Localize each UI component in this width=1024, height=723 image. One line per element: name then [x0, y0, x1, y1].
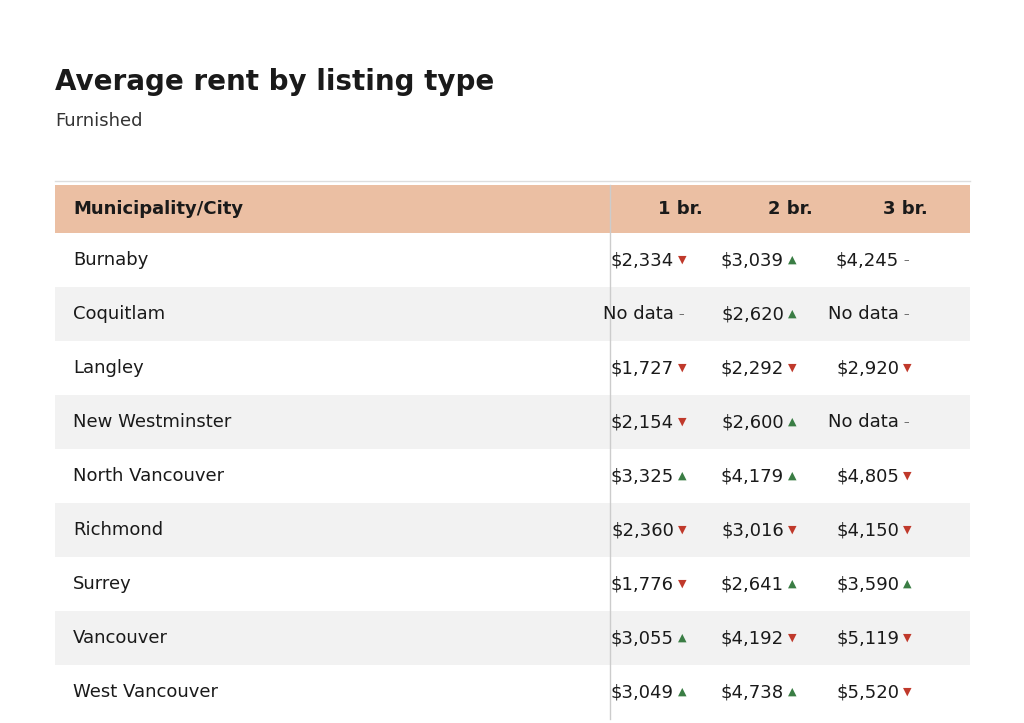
Text: No data: No data [828, 305, 899, 323]
Text: ▼: ▼ [678, 255, 686, 265]
Text: –: – [678, 309, 684, 319]
Text: $3,039: $3,039 [721, 251, 784, 269]
Text: $4,805: $4,805 [837, 467, 899, 485]
Text: $4,150: $4,150 [837, 521, 899, 539]
Text: $3,016: $3,016 [721, 521, 784, 539]
Text: $3,049: $3,049 [611, 683, 674, 701]
Text: Coquitlam: Coquitlam [73, 305, 165, 323]
Text: $2,600: $2,600 [721, 413, 784, 431]
Text: Municipality/City: Municipality/City [73, 200, 243, 218]
Text: $2,154: $2,154 [611, 413, 674, 431]
Text: Langley: Langley [73, 359, 143, 377]
Text: No data: No data [603, 305, 674, 323]
Text: $3,590: $3,590 [836, 575, 899, 593]
Text: ▲: ▲ [678, 633, 686, 643]
Text: 3 br.: 3 br. [883, 200, 928, 218]
Text: ▼: ▼ [788, 363, 797, 373]
Text: $4,192: $4,192 [721, 629, 784, 647]
Text: $2,360: $2,360 [611, 521, 674, 539]
Text: $2,920: $2,920 [836, 359, 899, 377]
Text: $2,292: $2,292 [721, 359, 784, 377]
Bar [55, 395, 970, 449]
Text: $5,520: $5,520 [836, 683, 899, 701]
Bar [55, 503, 970, 557]
Text: Burnaby: Burnaby [73, 251, 148, 269]
Text: Average rent by listing type: Average rent by listing type [55, 68, 495, 96]
Text: Vancouver: Vancouver [73, 629, 168, 647]
Text: ▼: ▼ [903, 525, 911, 535]
Text: Furnished: Furnished [55, 112, 142, 130]
Text: $1,776: $1,776 [611, 575, 674, 593]
Text: ▲: ▲ [788, 687, 797, 697]
Text: Richmond: Richmond [73, 521, 163, 539]
Text: ▼: ▼ [903, 471, 911, 481]
Text: ▲: ▲ [788, 579, 797, 589]
Bar [55, 287, 970, 341]
Text: $2,334: $2,334 [610, 251, 674, 269]
Text: $2,641: $2,641 [721, 575, 784, 593]
Text: ▼: ▼ [903, 687, 911, 697]
Text: ▲: ▲ [678, 471, 686, 481]
Text: $3,325: $3,325 [610, 467, 674, 485]
Text: ▼: ▼ [678, 417, 686, 427]
Text: –: – [903, 309, 908, 319]
Text: ▲: ▲ [903, 579, 911, 589]
Text: $3,055: $3,055 [611, 629, 674, 647]
Text: 1 br.: 1 br. [657, 200, 702, 218]
Text: ▼: ▼ [788, 525, 797, 535]
Text: $5,119: $5,119 [836, 629, 899, 647]
Bar [55, 185, 970, 233]
Text: North Vancouver: North Vancouver [73, 467, 224, 485]
Text: –: – [903, 417, 908, 427]
Text: ▲: ▲ [788, 255, 797, 265]
Text: ▼: ▼ [678, 525, 686, 535]
Text: 2 br.: 2 br. [768, 200, 812, 218]
Text: ▲: ▲ [678, 687, 686, 697]
Text: $4,179: $4,179 [721, 467, 784, 485]
Text: ▼: ▼ [788, 633, 797, 643]
Text: ▲: ▲ [788, 471, 797, 481]
Text: $4,245: $4,245 [836, 251, 899, 269]
Text: ▲: ▲ [788, 309, 797, 319]
Text: West Vancouver: West Vancouver [73, 683, 218, 701]
Text: $1,727: $1,727 [611, 359, 674, 377]
Text: ▼: ▼ [903, 363, 911, 373]
Text: ▲: ▲ [788, 417, 797, 427]
Text: No data: No data [828, 413, 899, 431]
Text: $4,738: $4,738 [721, 683, 784, 701]
Text: New Westminster: New Westminster [73, 413, 231, 431]
Text: ▼: ▼ [903, 633, 911, 643]
Bar [55, 611, 970, 665]
Text: Surrey: Surrey [73, 575, 132, 593]
Text: ▼: ▼ [678, 579, 686, 589]
Text: ▼: ▼ [678, 363, 686, 373]
Text: $2,620: $2,620 [721, 305, 784, 323]
Text: –: – [903, 255, 908, 265]
